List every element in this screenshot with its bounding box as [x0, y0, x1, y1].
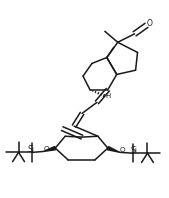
Text: H: H: [105, 93, 110, 99]
Text: Si: Si: [130, 146, 137, 155]
Text: Si: Si: [28, 145, 35, 154]
Text: O: O: [43, 146, 49, 152]
Text: O: O: [147, 19, 152, 28]
Polygon shape: [43, 147, 56, 151]
Text: O: O: [120, 147, 126, 153]
Polygon shape: [107, 147, 120, 152]
